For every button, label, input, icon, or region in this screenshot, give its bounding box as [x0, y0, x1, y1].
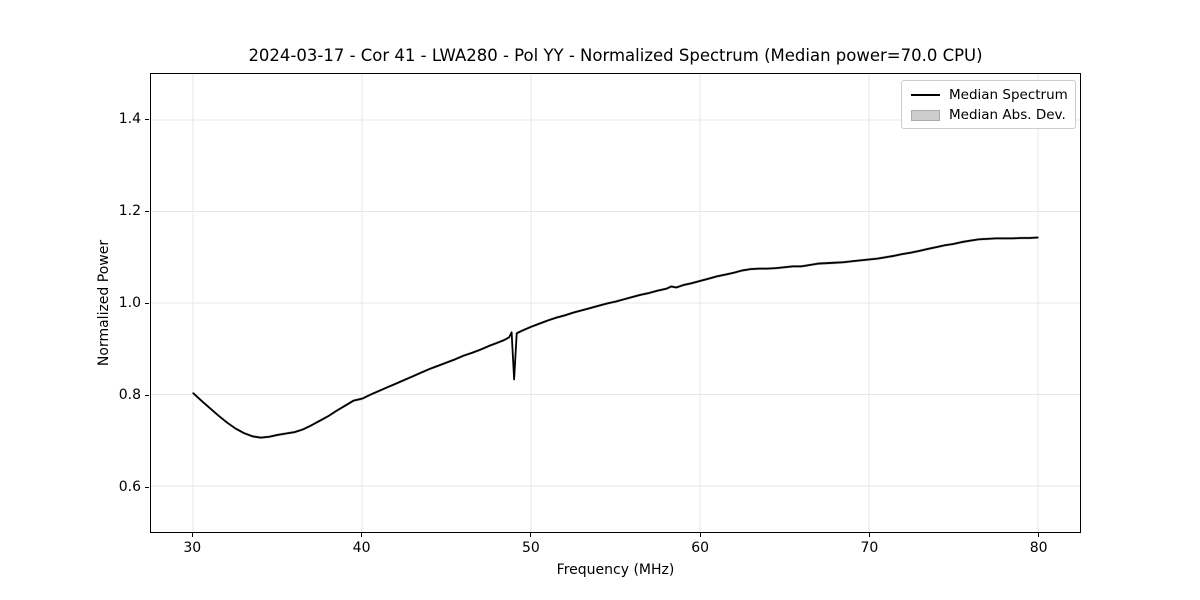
legend-label-median-abs-dev: Median Abs. Dev. [949, 107, 1066, 123]
y-tick-label: 0.8 [118, 387, 141, 403]
plot-area [150, 73, 1081, 533]
legend-entry-median-abs-dev: Median Abs. Dev. [911, 107, 1066, 123]
y-tick-label: 1.0 [118, 295, 141, 311]
x-tick-label: 60 [691, 540, 710, 556]
x-tick-label: 80 [1029, 540, 1048, 556]
x-tick-mark [1038, 533, 1040, 537]
spectrum-plot [151, 74, 1080, 532]
x-tick-mark [361, 533, 363, 537]
legend-entry-median-spectrum: Median Spectrum [911, 87, 1068, 103]
legend-label-median-spectrum: Median Spectrum [949, 87, 1068, 103]
y-tick-mark [145, 394, 149, 396]
x-tick-mark [191, 533, 193, 537]
y-tick-label: 1.2 [118, 203, 141, 219]
y-tick-mark [145, 486, 149, 488]
x-tick-label: 70 [860, 540, 879, 556]
x-axis-label: Frequency (MHz) [556, 562, 675, 578]
x-tick-mark [699, 533, 701, 537]
x-tick-label: 30 [183, 540, 202, 556]
x-tick-label: 40 [352, 540, 371, 556]
x-tick-mark [530, 533, 532, 537]
legend-line-sample [911, 94, 940, 96]
y-tick-mark [145, 302, 149, 304]
y-tick-mark [145, 210, 149, 212]
x-tick-mark [868, 533, 870, 537]
chart-title: 2024-03-17 - Cor 41 - LWA280 - Pol YY - … [248, 46, 983, 65]
y-tick-mark [145, 118, 149, 120]
x-tick-label: 50 [521, 540, 540, 556]
legend: Median Spectrum Median Abs. Dev. [901, 80, 1076, 129]
y-tick-label: 1.4 [118, 111, 141, 127]
legend-patch-sample [911, 109, 940, 121]
y-tick-label: 0.6 [118, 479, 141, 495]
